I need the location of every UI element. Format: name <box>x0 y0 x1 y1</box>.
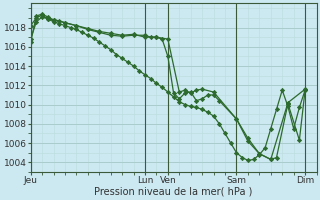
X-axis label: Pression niveau de la mer( hPa ): Pression niveau de la mer( hPa ) <box>94 187 253 197</box>
